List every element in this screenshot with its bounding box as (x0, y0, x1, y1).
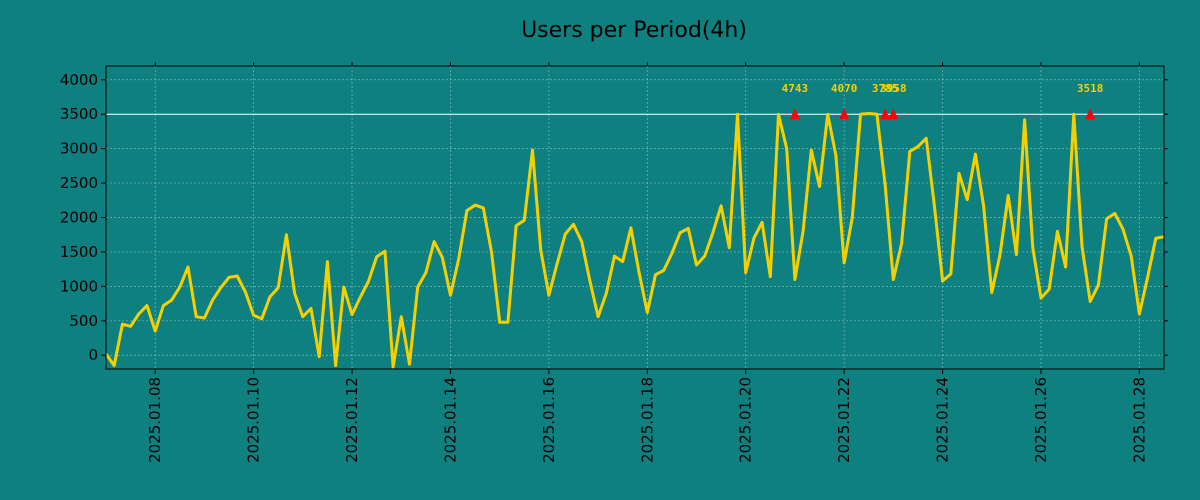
peak-label: 3785 (872, 82, 899, 95)
x-tick-label: 2025.01.10 (245, 377, 263, 463)
y-tick-label: 0 (88, 346, 98, 364)
plot-frame (105, 65, 1165, 370)
y-tick-label: 3500 (60, 105, 98, 123)
x-tick-label: 2025.01.16 (540, 377, 558, 463)
peak-marker (1085, 108, 1096, 120)
series-layer (106, 112, 1164, 369)
series-line (106, 112, 1164, 369)
x-tick-label: 2025.01.28 (1130, 377, 1148, 463)
peak-marker (888, 108, 899, 120)
y-tick-label: 500 (69, 312, 98, 330)
y-tick-label: 1500 (60, 243, 98, 261)
peak-label: 4743 (782, 82, 809, 95)
x-tick-label: 2025.01.20 (737, 377, 755, 463)
x-tick-label: 2025.01.14 (441, 377, 459, 463)
x-tick-label: 2025.01.26 (1032, 377, 1050, 463)
grid-layer (106, 66, 1164, 369)
chart-title: Users per Period(4h) (521, 18, 747, 43)
x-tick-label: 2025.01.12 (343, 377, 361, 463)
x-tick-label: 2025.01.18 (638, 377, 656, 463)
x-tick-label: 2025.01.22 (835, 377, 853, 463)
peak-label: 4070 (831, 82, 858, 95)
y-tick-label: 2500 (60, 174, 98, 192)
peak-label: 3958 (880, 82, 907, 95)
y-tick-label: 3000 (60, 140, 98, 158)
y-tick-label: 1000 (60, 277, 98, 295)
peak-marker (880, 108, 891, 120)
peak-marker (839, 108, 850, 120)
peak-marker (789, 108, 800, 120)
y-tick-label: 4000 (60, 71, 98, 89)
x-tick-label: 2025.01.08 (146, 377, 164, 463)
x-tick-label: 2025.01.24 (934, 377, 952, 463)
axis-layer: 0 500 1000 1500 2000 2500 3000 3500 4000 2025.01.… (60, 62, 1168, 463)
peak-label: 3518 (1077, 82, 1104, 95)
y-tick-label: 2000 (60, 209, 98, 227)
